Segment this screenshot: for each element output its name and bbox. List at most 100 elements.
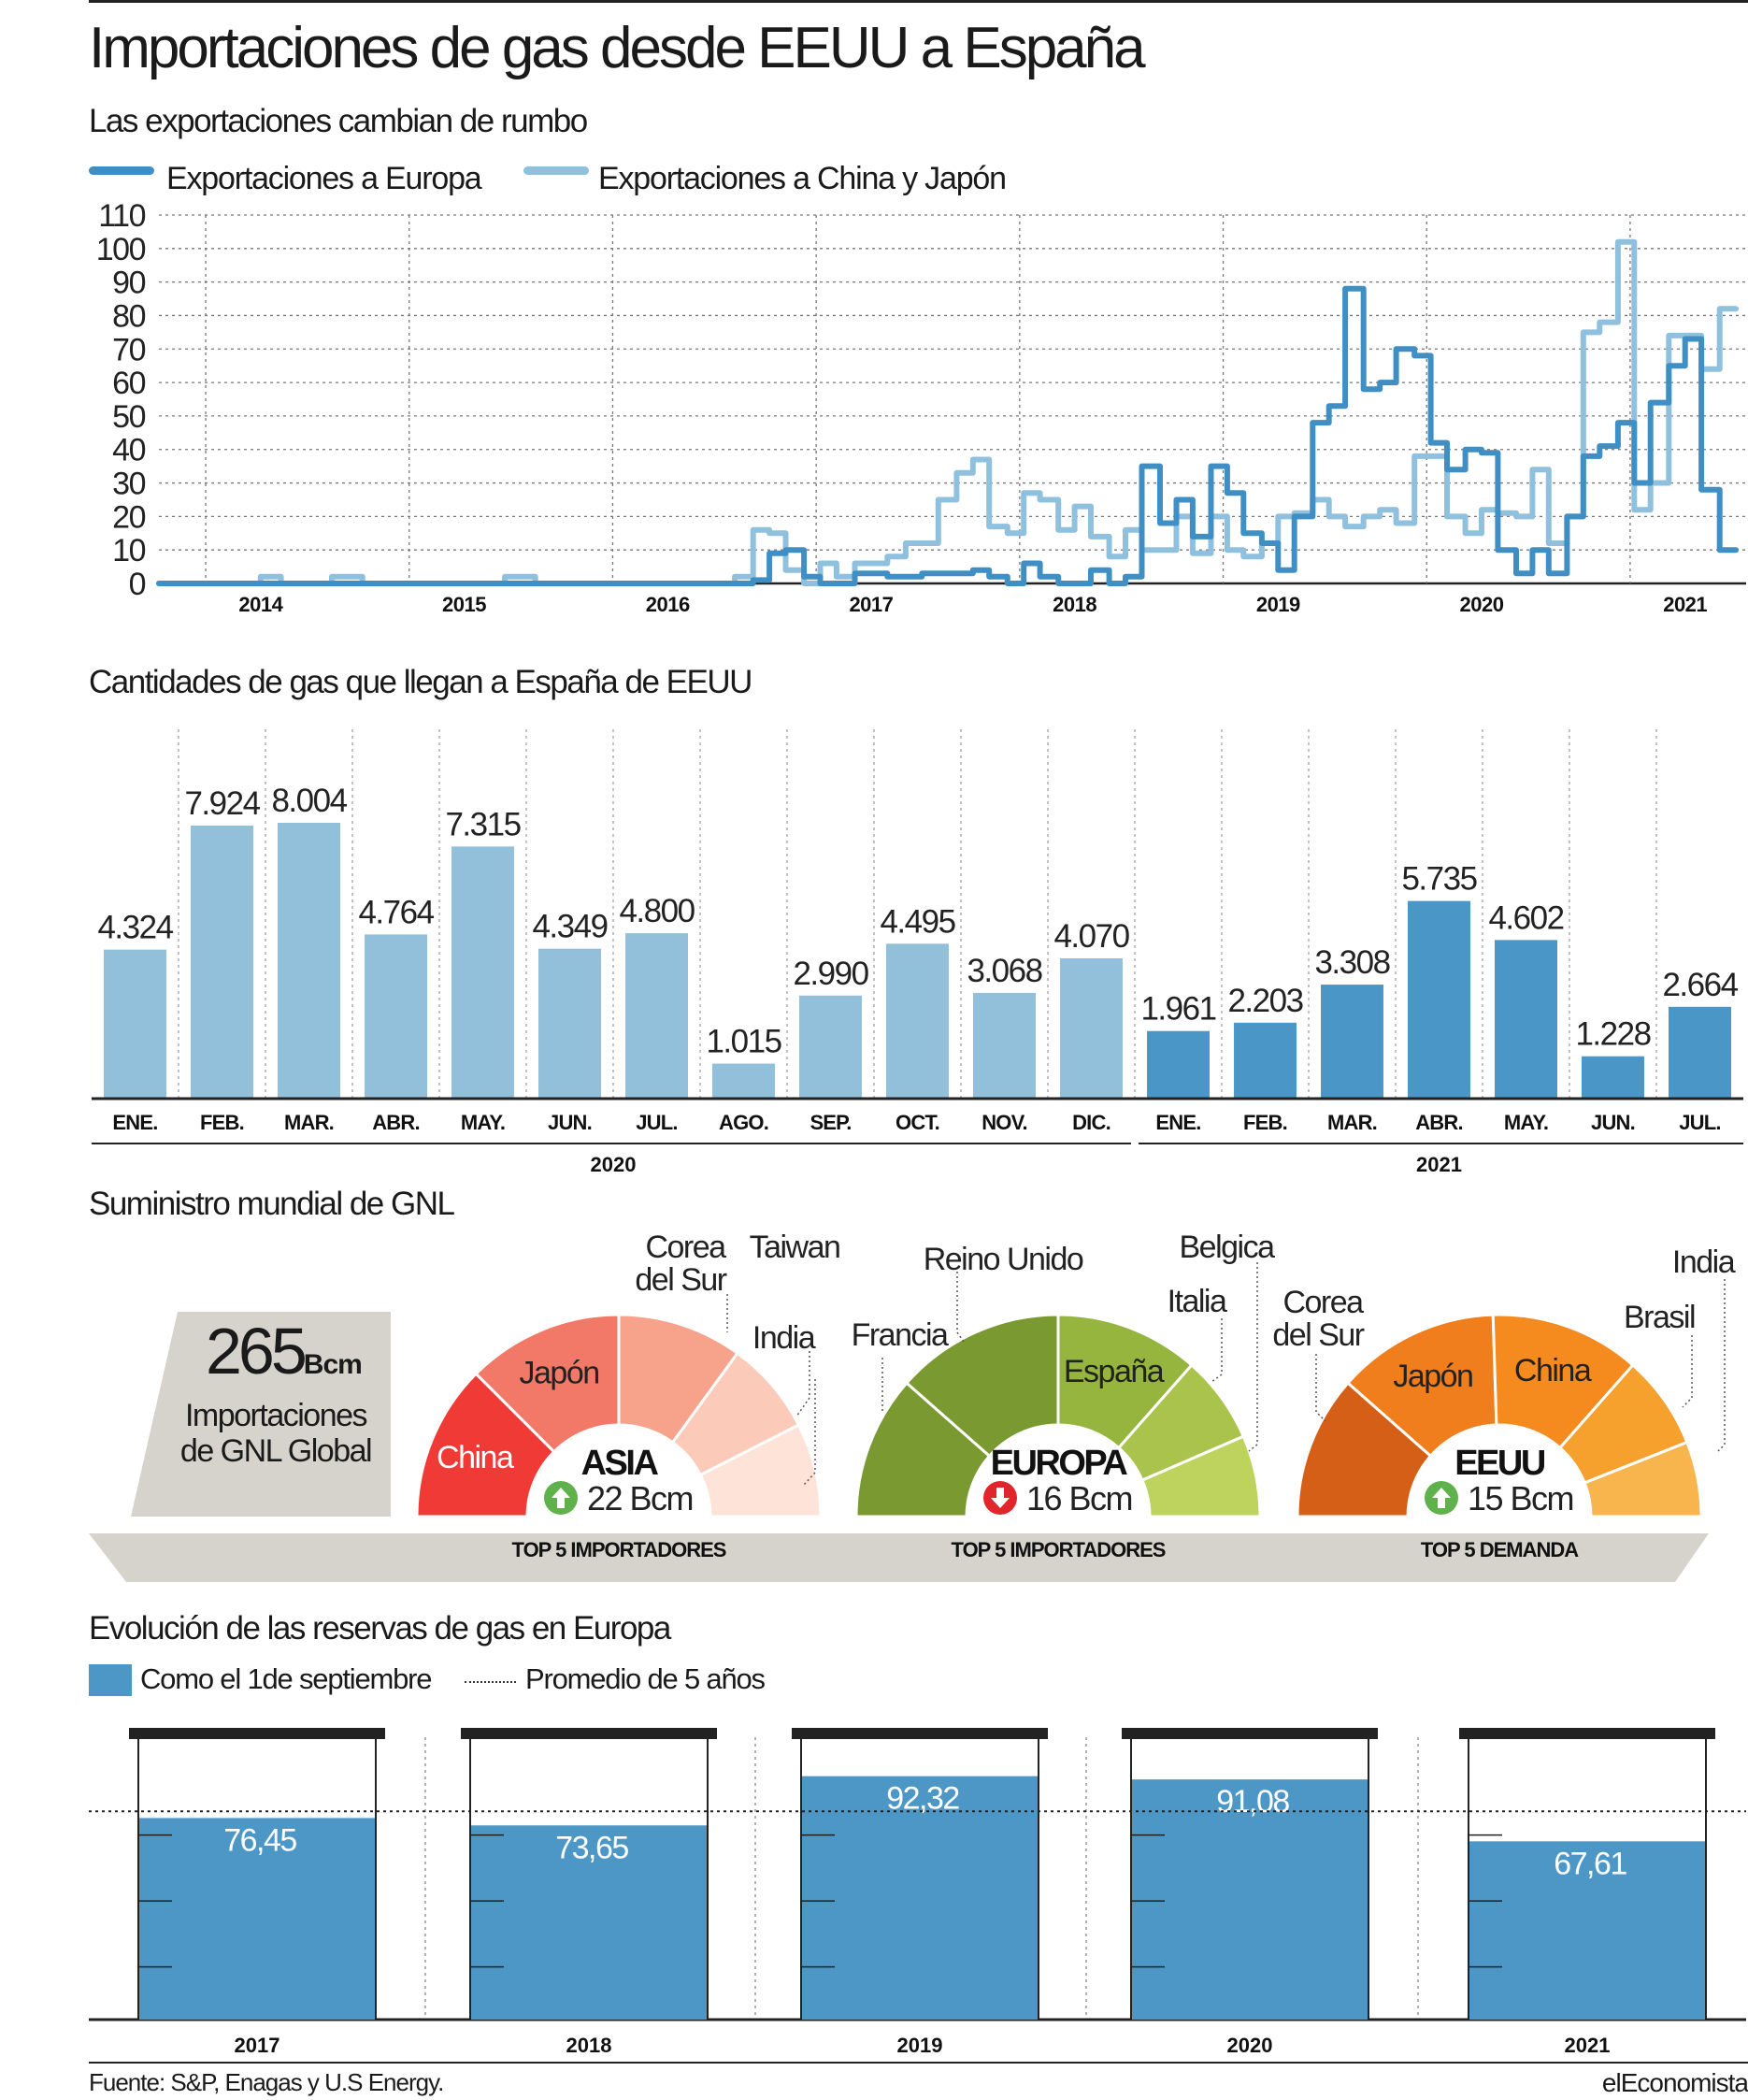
bar-category-label: ABR. (372, 1111, 420, 1134)
line-x-tick-label: 2018 (1053, 593, 1096, 616)
bar-ene (104, 949, 166, 1099)
bar-category-label: JUL. (1679, 1111, 1720, 1134)
trend-arrow-glyph (991, 1488, 1010, 1508)
line-y-tick-label: 40 (112, 433, 145, 468)
gauge-outer-label: Corea (645, 1230, 726, 1265)
gauge-caption: TOP 5 IMPORTADORES (512, 1538, 726, 1561)
top-rule (89, 0, 1748, 3)
gauge-value: 16 Bcm (1026, 1479, 1132, 1517)
line-x-tick-label: 2016 (646, 593, 690, 616)
bar-abr (1408, 900, 1470, 1099)
bar-category-label: ENE. (112, 1111, 157, 1134)
legend-label-china-japon: Exportaciones a China y Japón (598, 161, 1007, 196)
gauge-segment (698, 1422, 823, 1518)
tank-value-label: 67,61 (1554, 1846, 1626, 1881)
tank-fill (138, 1818, 376, 2020)
bar-value-label: 4.349 (532, 909, 607, 945)
bar-category-label: FEB. (1243, 1111, 1287, 1134)
bar-oct (886, 943, 949, 1099)
bar-category-label: JUN. (548, 1111, 592, 1134)
gauge-segment (1583, 1440, 1703, 1518)
line-y-tick-label: 60 (112, 366, 145, 401)
bar-feb (1234, 1022, 1297, 1099)
legend-label-europa: Exportaciones a Europa (166, 161, 482, 196)
line-x-tick-label: 2019 (1256, 593, 1300, 616)
gauge-outer-label: India (752, 1320, 816, 1356)
gauge-region-name: ASIA (581, 1444, 659, 1483)
tank-value-label: 76,45 (223, 1822, 296, 1858)
line-y-tick-label: 20 (112, 499, 145, 535)
gauge-segment (1491, 1313, 1635, 1450)
tank-2017: 76,45 2017 (129, 1728, 385, 2057)
bar-value-label: 4.800 (619, 893, 695, 929)
bar-value-label: 8.004 (271, 783, 347, 819)
gauge-outer-label: Belgica (1179, 1230, 1275, 1265)
tank-fill (801, 1776, 1039, 2020)
tank-fill (1469, 1841, 1706, 2020)
line-y-tick-label: 10 (112, 533, 145, 568)
group-label-2021: 2021 (1416, 1153, 1462, 1176)
global-label-line2: de GNL Global (179, 1433, 373, 1469)
line-chart-series (156, 238, 1740, 586)
legend-swatch-europa (89, 166, 154, 175)
line-x-tick-label: 2017 (849, 593, 893, 616)
tank-year-label: 2019 (897, 2034, 943, 2057)
global-value-unit: Bcm (303, 1349, 363, 1380)
group-label-2020: 2020 (591, 1153, 637, 1176)
bar-value-label: 4.070 (1053, 918, 1129, 955)
bar-abr (365, 934, 427, 1099)
bar-value-label: 7.924 (184, 785, 260, 822)
bar-value-label: 2.203 (1227, 983, 1302, 1019)
tank-value-label: 73,65 (555, 1830, 628, 1865)
gauge-segment (1139, 1434, 1262, 1518)
tank-year-label: 2018 (566, 2034, 612, 2057)
bar-category-label: JUN. (1591, 1111, 1635, 1134)
bar-mar (278, 823, 340, 1099)
bar-category-label: OCT. (895, 1111, 939, 1134)
trend-arrow-glyph (1432, 1488, 1451, 1508)
gauge-outer-label: del Sur (1272, 1317, 1364, 1353)
legend-swatch-china-japon (523, 166, 589, 175)
gauge-outer-label: Taiwan (750, 1230, 840, 1265)
bar-jun (538, 948, 601, 1099)
gauge-segment-label: China (1514, 1353, 1592, 1388)
line-y-tick-label: 70 (112, 332, 145, 367)
footer-source: Fuente: S&P, Enagas y U.S Energy. (89, 2068, 444, 2096)
gnl-ribbon (89, 1533, 1709, 1582)
footer-rule (89, 2062, 1748, 2064)
line-y-tick-label: 110 (98, 198, 145, 234)
bar-category-label: MAR. (284, 1111, 334, 1134)
bar-nov (973, 992, 1036, 1099)
tank-lid (461, 1728, 717, 1739)
line-y-tick-label: 90 (112, 266, 145, 301)
line-y-tick-label: 30 (112, 467, 145, 502)
bar-value-label: 1.228 (1575, 1016, 1650, 1053)
series-line-europa (156, 285, 1740, 586)
line-x-tick-label: 2021 (1663, 593, 1707, 616)
gauge-value: 22 Bcm (587, 1479, 693, 1517)
tank-value-label: 91,08 (1216, 1784, 1289, 1820)
bar-jul (625, 933, 688, 1099)
bar-jun (1582, 1056, 1644, 1099)
gnl-subtitle: Suministro mundial de GNL (89, 1186, 455, 1222)
bar-category-label: JUL. (636, 1111, 677, 1134)
label-leader (803, 1379, 816, 1486)
gauge-region-name: EUROPA (991, 1444, 1128, 1483)
gauge-caption: TOP 5 IMPORTADORES (952, 1538, 1166, 1561)
line-y-tick-label: 100 (96, 232, 146, 267)
bar-mar (1321, 985, 1383, 1099)
gauge-value: 15 Bcm (1468, 1479, 1573, 1517)
bar-may (1495, 940, 1557, 1099)
tank-2020: 91,08 2020 (1122, 1728, 1378, 2057)
line-x-tick-label: 2020 (1460, 593, 1504, 616)
bar-category-label: ENE. (1155, 1111, 1200, 1134)
bar-value-label: 3.068 (967, 953, 1041, 989)
tank-year-label: 2017 (235, 2034, 280, 2057)
bar-chart-grid (178, 729, 1657, 1099)
